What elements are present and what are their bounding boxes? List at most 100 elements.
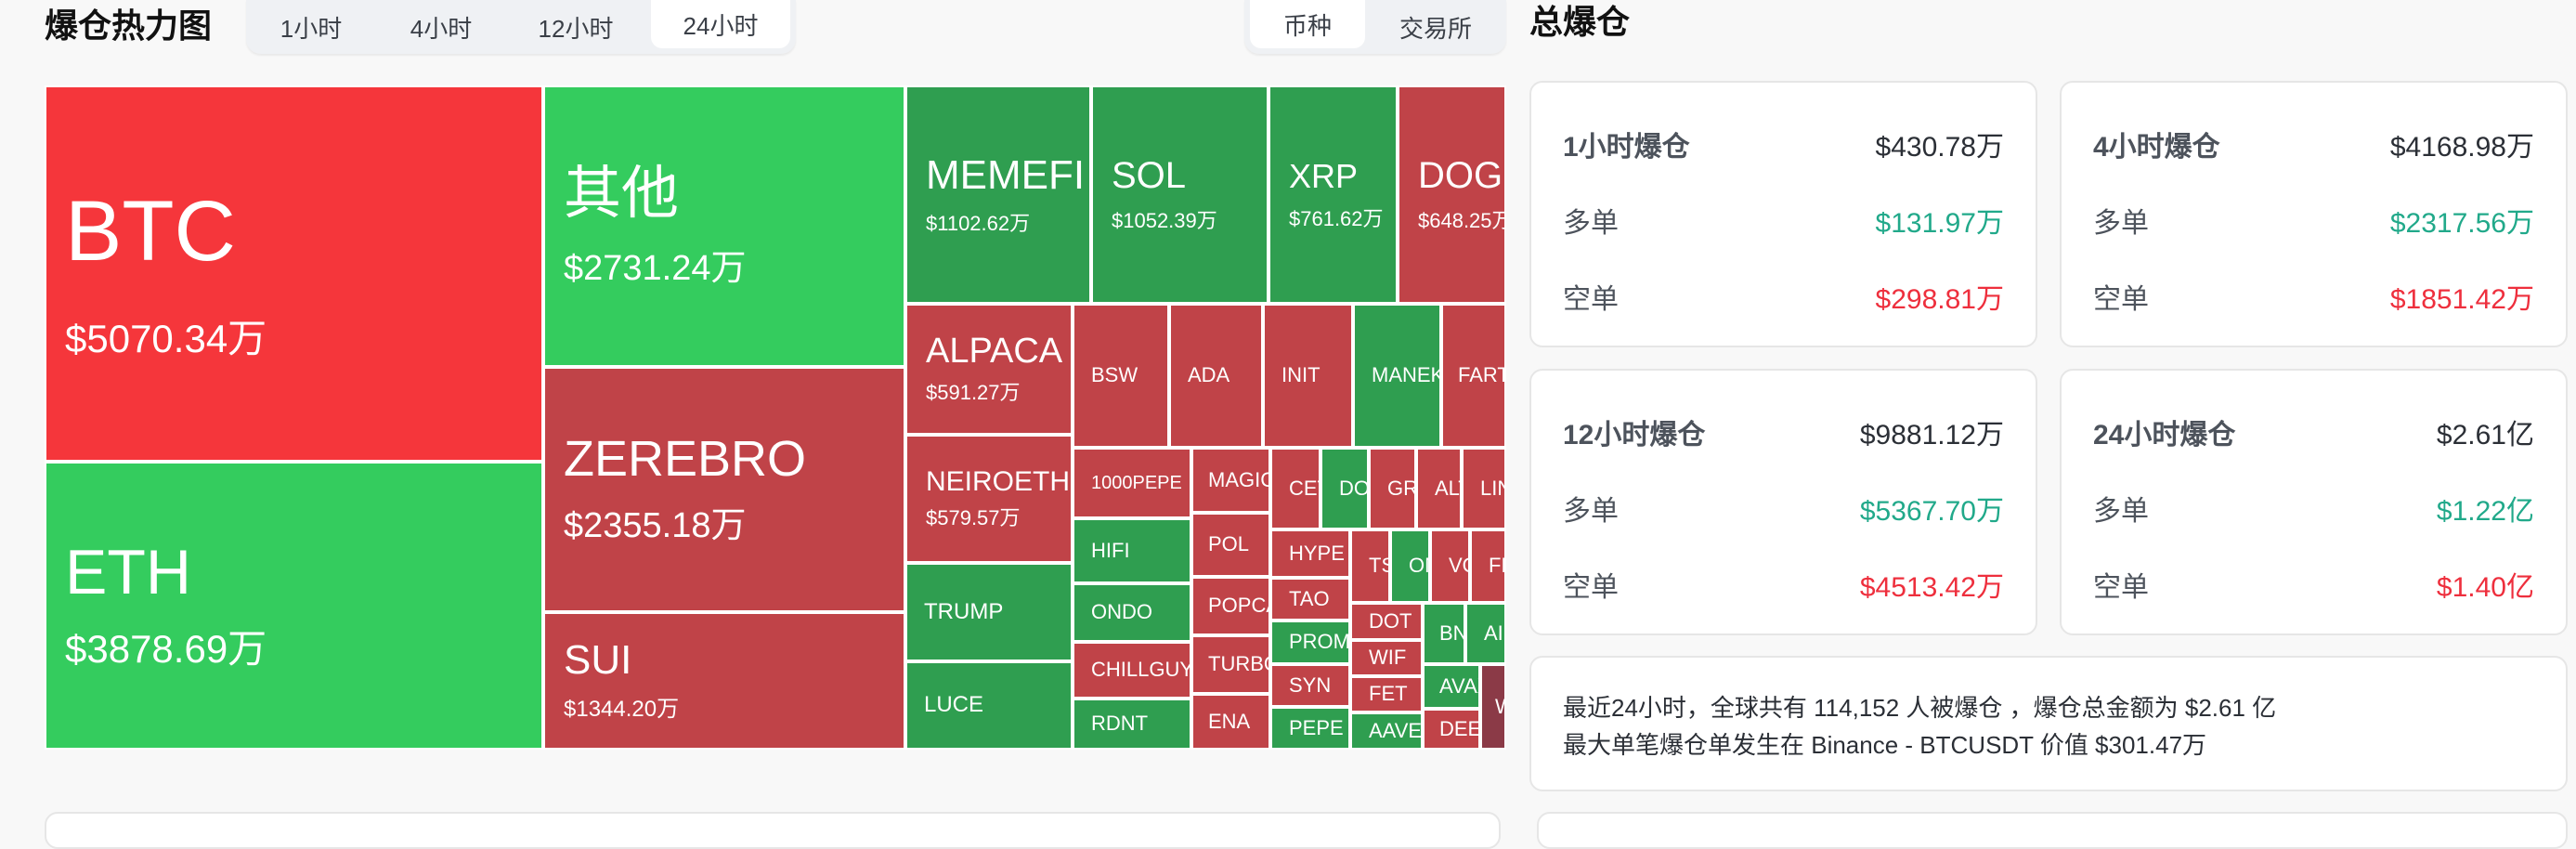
treemap-cell[interactable]: ONDO [1073,583,1191,642]
cell-symbol: TURBO [1208,652,1268,676]
treemap-cell[interactable]: BNB [1423,603,1465,664]
treemap-cell[interactable]: NEIROETH $579.57万 [905,435,1073,563]
cell-symbol: 其他 [564,161,680,226]
cell-symbol: MAGIC [1208,467,1270,491]
cell-value: $579.57万 [926,506,1021,530]
cell-value: $1052.39万 [1112,209,1217,233]
treemap-cell[interactable]: AAVE [1350,712,1423,750]
tab-12h[interactable]: 12小时 [538,14,614,43]
cell-symbol: FARTCOIN [1458,363,1506,387]
treemap-cell[interactable]: OM [1390,529,1430,603]
next-section-card [45,812,1501,849]
cell-symbol: AVAX [1439,673,1478,698]
cell-value: $3878.69万 [65,627,267,672]
treemap-cell[interactable]: DEEP [1423,709,1480,750]
treemap-cell[interactable]: DOGE $648.25万 [1398,85,1506,304]
treemap-cell[interactable]: GRASS [1369,448,1416,529]
long-label: 多单 [2093,208,2149,239]
treemap-cell[interactable]: ALPACA $591.27万 [905,304,1073,435]
treemap-cell[interactable]: PEPE [1270,707,1350,750]
card-total: $4168.98万 [2389,132,2534,163]
next-section-card-right [1537,812,2568,849]
treemap-cell[interactable]: FET [1350,676,1423,712]
treemap-cell[interactable]: POPCAT [1191,577,1270,635]
treemap-cell[interactable]: HIFI [1073,518,1191,583]
tab-4h[interactable]: 4小时 [410,14,473,43]
treemap-cell[interactable]: TSTBSC [1350,529,1390,603]
liquidation-info-box: 最近24小时，全球共有 114,152 人被爆仓 ，爆仓总金额为 $2.61 亿… [1529,656,2568,791]
treemap-cell[interactable]: RDNT [1073,699,1191,750]
tab-1h[interactable]: 1小时 [280,14,343,43]
treemap-cell[interactable]: ENA [1191,694,1270,750]
treemap-cell[interactable]: MANEKI [1353,304,1441,448]
cell-value: $5070.34万 [65,316,267,360]
treemap-cell[interactable]: TURBO [1191,635,1270,694]
treemap-cell[interactable]: XRP $761.62万 [1268,85,1398,304]
tab-by-exchange[interactable]: 交易所 [1399,14,1472,43]
tab-by-coin[interactable]: 币种 [1250,0,1365,48]
cell-symbol: AI16Z [1484,620,1504,645]
treemap-cell[interactable]: LUCE [905,661,1073,750]
treemap-cell[interactable]: ZEREBRO $2355.18万 [543,367,905,612]
treemap-cell[interactable]: CET [1270,448,1321,529]
tab-24h[interactable]: 24小时 [651,0,790,48]
cell-symbol: CHILLGUY [1091,658,1191,682]
treemap-cell[interactable]: ADA [1169,304,1263,448]
treemap-cell[interactable]: SYN [1270,664,1350,707]
treemap-cell[interactable]: INIT [1263,304,1353,448]
treemap-cell[interactable]: WIF [1350,640,1423,676]
cell-value: $2731.24万 [564,248,747,288]
treemap-cell[interactable]: W [1480,664,1506,750]
treemap-cell[interactable]: SUI $1344.20万 [543,612,905,750]
cell-symbol: DOGE [1418,155,1504,197]
treemap-cell[interactable]: ALT [1416,448,1462,529]
cell-symbol: PEPE [1289,715,1344,739]
cell-symbol: INIT [1281,363,1321,387]
cell-symbol: PROM [1289,630,1350,654]
stat-card-24h: 24小时爆仓 $2.61亿 多单 $1.22亿 空单 $1.40亿 [2060,369,2568,635]
treemap-cell[interactable]: VOXEL [1430,529,1470,603]
treemap-cell[interactable]: BSW [1073,304,1169,448]
card-total: $430.78万 [1875,132,2004,163]
cell-symbol: LINK [1480,476,1504,500]
treemap-cell[interactable]: AI16Z [1465,603,1506,664]
treemap-cell[interactable]: DOT [1350,603,1423,640]
treemap-cell[interactable]: ETH $3878.69万 [45,462,543,750]
stat-card-12h: 12小时爆仓 $9881.12万 多单 $5367.70万 空单 $4513.4… [1529,369,2037,635]
stat-card-4h: 4小时爆仓 $4168.98万 多单 $2317.56万 空单 $1851.42… [2060,81,2568,347]
treemap-cell[interactable]: BTC $5070.34万 [45,85,543,462]
cell-symbol: VOXEL [1449,554,1468,578]
short-value: $1851.42万 [2389,284,2534,315]
treemap-cell[interactable]: 其他 $2731.24万 [543,85,905,367]
cell-symbol: 1000PEPE [1091,473,1182,493]
treemap-cell[interactable]: HYPE [1270,529,1350,578]
treemap-cell[interactable]: DOGS [1321,448,1369,529]
heatmap-title: 爆仓热力图 [45,7,213,45]
long-label: 多单 [1563,496,1619,527]
cell-value: $2355.18万 [564,505,747,545]
treemap-cell[interactable]: PROM [1270,620,1350,664]
liquidation-treemap: BTC $5070.34万 ETH $3878.69万 其他 $2731.24万… [45,85,1506,750]
treemap-cell[interactable]: MAGIC [1191,448,1270,513]
treemap-cell[interactable]: FARTCOIN [1441,304,1506,448]
treemap-cell[interactable]: 1000PEPE [1073,448,1191,518]
total-liquidation-title: 总爆仓 [1529,3,1631,41]
treemap-cell[interactable]: AVAX [1423,664,1480,709]
short-label: 空单 [2093,572,2149,603]
treemap-cell[interactable]: FLOKI [1470,529,1506,603]
cell-symbol: LUCE [924,692,984,718]
treemap-cell[interactable]: TRUMP [905,563,1073,661]
cell-symbol: AAVE [1369,718,1423,742]
card-label: 1小时爆仓 [1563,132,1690,163]
treemap-cell[interactable]: LINK [1462,448,1506,529]
treemap-cell[interactable]: CHILLGUY [1073,642,1191,699]
treemap-cell[interactable]: SOL $1052.39万 [1091,85,1268,304]
cell-symbol: MANEKI [1372,363,1439,387]
long-label: 多单 [1563,208,1619,239]
cell-symbol: FET [1369,682,1408,706]
treemap-cell[interactable]: POL [1191,513,1270,577]
short-label: 空单 [1563,572,1619,603]
treemap-cell[interactable]: TAO [1270,578,1350,620]
treemap-cell[interactable]: MEMEFI $1102.62万 [905,85,1091,304]
long-value: $131.97万 [1875,208,2004,239]
